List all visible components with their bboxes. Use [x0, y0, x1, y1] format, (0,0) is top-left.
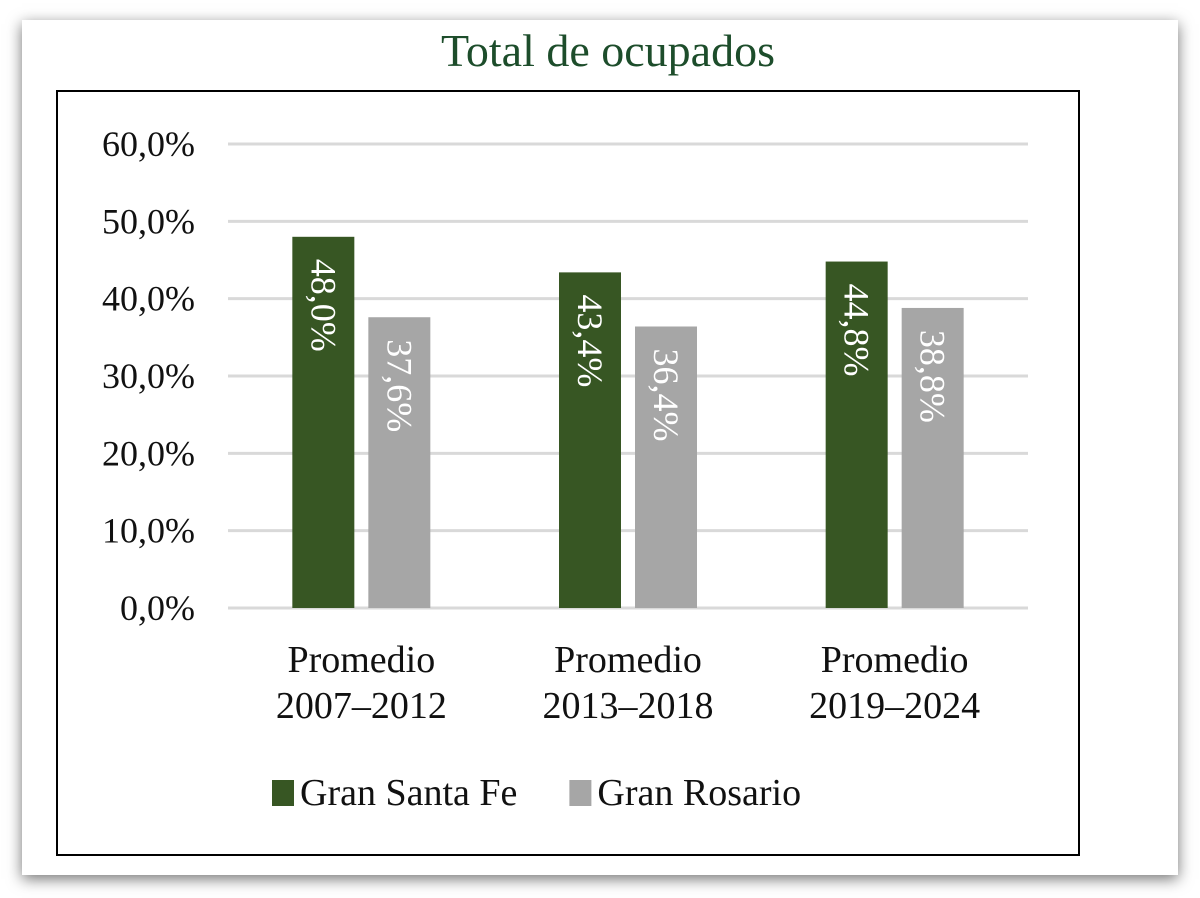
- chart-title: Total de ocupados: [440, 25, 776, 76]
- bar: [292, 236, 355, 609]
- y-tick-label: 10,0%: [102, 511, 195, 551]
- legend-label: Gran Santa Fe: [300, 772, 517, 814]
- y-tick-label: 60,0%: [102, 124, 195, 164]
- bar: [559, 272, 621, 608]
- data-label: 36,4%: [646, 349, 686, 442]
- plot-frame: [56, 90, 1080, 856]
- legend-label: Gran Rosario: [597, 772, 801, 814]
- bar: [635, 326, 697, 608]
- y-tick-label: 20,0%: [102, 433, 195, 473]
- data-label: 37,6%: [379, 339, 419, 432]
- x-tick-label: Promedio: [821, 639, 969, 681]
- y-tick-label: 0,0%: [120, 588, 195, 628]
- x-tick-label: Promedio: [287, 639, 435, 681]
- y-tick-label: 50,0%: [102, 201, 195, 241]
- bar: [368, 317, 431, 608]
- x-tick-label: 2007–2012: [276, 685, 447, 727]
- x-tick-label: Promedio: [554, 639, 702, 681]
- y-tick-label: 40,0%: [102, 279, 195, 319]
- data-label: 48,0%: [303, 259, 343, 352]
- bar: [901, 307, 964, 608]
- data-label: 43,4%: [570, 294, 610, 387]
- bar: [825, 261, 888, 608]
- legend-swatch: [569, 780, 592, 806]
- data-label: 44,8%: [837, 284, 877, 377]
- legend-swatch: [272, 780, 294, 806]
- x-tick-label: 2013–2018: [543, 685, 714, 727]
- y-tick-label: 30,0%: [102, 356, 195, 396]
- data-label: 38,8%: [913, 330, 953, 423]
- x-tick-label: 2019–2024: [809, 685, 980, 727]
